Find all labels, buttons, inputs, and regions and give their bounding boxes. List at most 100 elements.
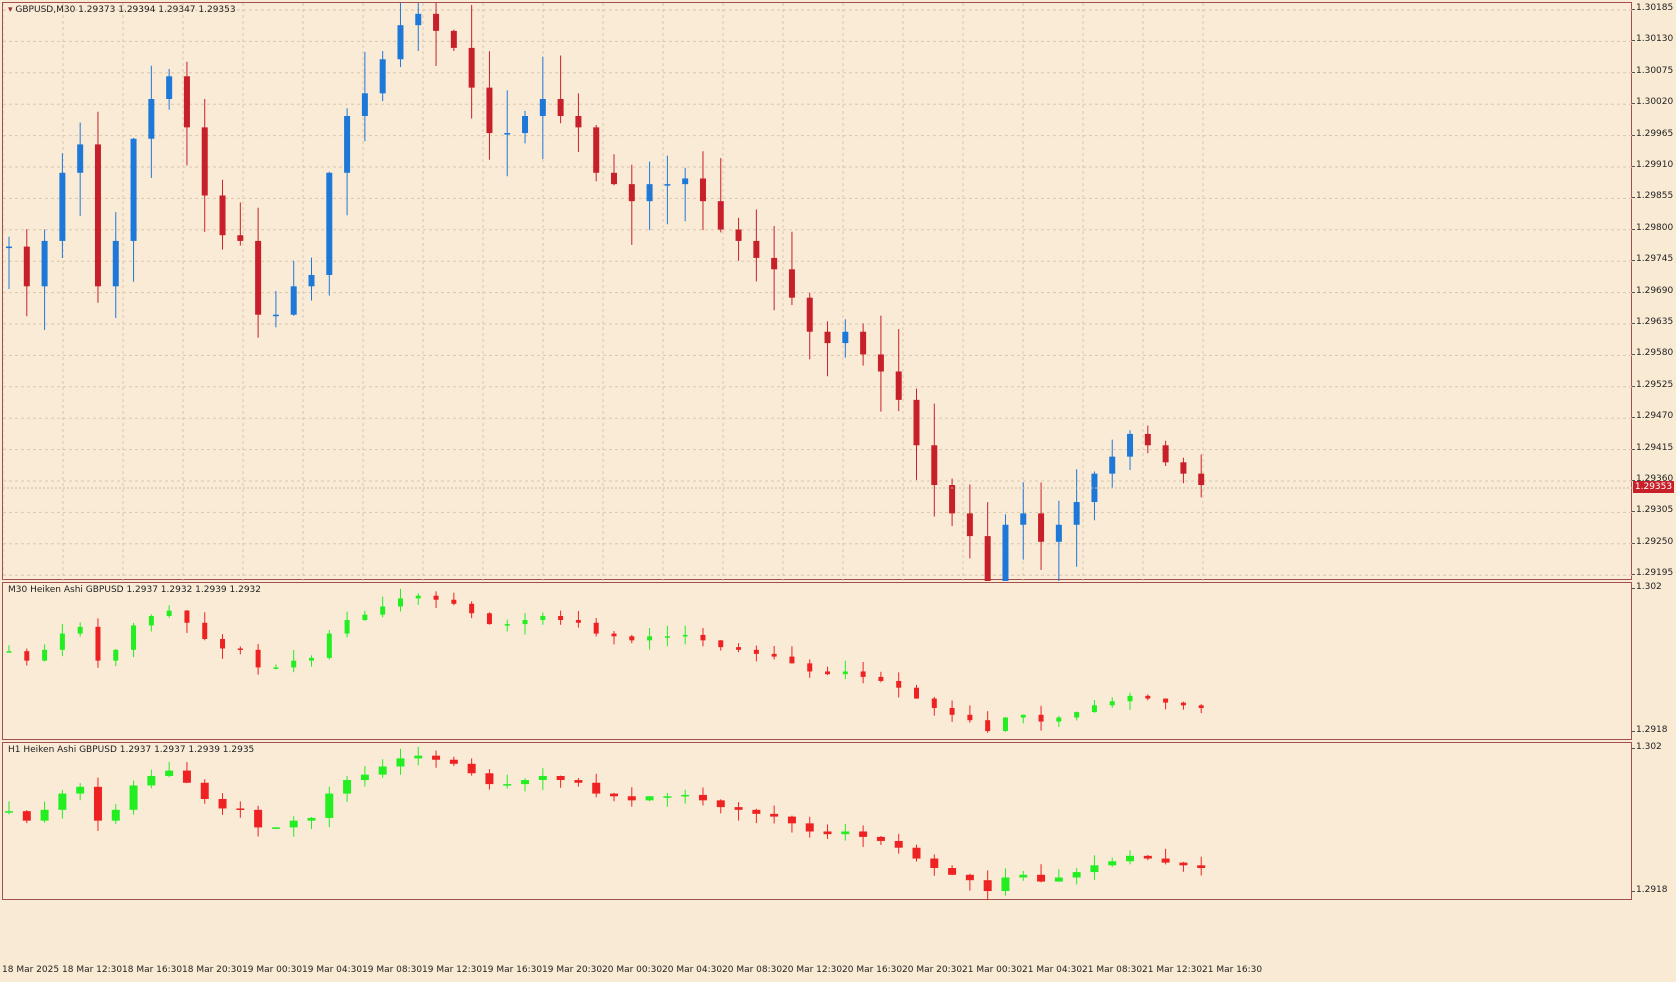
candle	[5, 801, 13, 815]
price-tick: 1.29965	[1631, 128, 1674, 139]
candle	[949, 478, 956, 527]
candle	[984, 502, 991, 581]
candle	[77, 622, 83, 637]
candle	[965, 873, 974, 891]
time-label: 19 Mar 20:30	[542, 965, 603, 975]
candle	[539, 56, 546, 160]
time-label: 19 Mar 00:30	[242, 965, 303, 975]
candle	[218, 793, 227, 815]
m30-ha-title: M30 Heiken Ashi GBPUSD 1.2937 1.2932 1.2…	[8, 585, 262, 595]
candle	[255, 207, 262, 338]
candle	[360, 766, 369, 787]
m30-ha-svg	[6, 588, 1204, 733]
candle	[166, 605, 172, 618]
m30-heiken-ashi-pane[interactable]: M30 Heiken Ashi GBPUSD 1.2937 1.2932 1.2…	[2, 582, 1632, 740]
candle	[574, 778, 583, 787]
candle	[896, 672, 902, 698]
main-price-scale[interactable]: 1.30185 1.30130 1.30075 1.30020 1.29965 1.299…	[1631, 2, 1676, 580]
candle	[1127, 692, 1133, 710]
candle	[540, 612, 546, 625]
candle	[147, 769, 156, 789]
h1-top-tick: 1.302	[1632, 742, 1662, 752]
candle	[1020, 482, 1027, 560]
price-tick: 1.29745	[1631, 254, 1674, 265]
candle	[1198, 704, 1204, 714]
candle	[433, 3, 440, 67]
candle	[254, 805, 263, 837]
candle	[450, 29, 457, 51]
h1-heiken-ashi-pane[interactable]: H1 Heiken Ashi GBPUSD 1.2937 1.2937 1.29…	[2, 742, 1632, 901]
candle	[912, 844, 921, 862]
candle	[255, 643, 261, 675]
candle	[967, 705, 973, 723]
candle	[700, 627, 706, 647]
candle	[1074, 711, 1080, 721]
candle	[290, 260, 297, 316]
candle	[6, 645, 12, 653]
candle	[378, 759, 387, 778]
candle	[112, 212, 119, 319]
candle	[380, 596, 386, 618]
candle	[237, 646, 243, 655]
candle	[876, 835, 885, 845]
time-label: 21 Mar 08:30	[1082, 965, 1143, 975]
candle	[734, 802, 743, 821]
candle	[1073, 469, 1080, 567]
candle	[307, 817, 316, 830]
time-axis[interactable]: 18 Mar 2025 18 Mar 12:30 18 Mar 16:30 18 Ma…	[0, 962, 1676, 982]
price-tick: 1.29360	[1631, 474, 1674, 484]
candle	[913, 388, 920, 480]
main-chart-title: ▾ GBPUSD,M30 1.29373 1.29394 1.29347 1.2…	[8, 5, 236, 15]
time-label: 20 Mar 20:30	[902, 965, 963, 975]
candle	[699, 151, 706, 231]
candle	[557, 55, 564, 124]
candle	[521, 778, 530, 792]
candle	[449, 756, 458, 767]
h1-price-scale[interactable]: 1.302 1.2918	[1632, 742, 1676, 900]
candle	[414, 746, 423, 766]
m30-price-scale[interactable]: 1.302 1.2918	[1632, 582, 1676, 740]
candle	[23, 229, 30, 317]
candle	[735, 217, 742, 261]
candle	[894, 833, 903, 854]
time-label: 19 Mar 04:30	[302, 965, 363, 975]
price-tick: 1.30075	[1631, 65, 1674, 76]
candle	[131, 622, 137, 658]
candle	[1126, 850, 1135, 865]
price-tick: 1.29525	[1631, 379, 1674, 390]
collapse-triangle-icon[interactable]: ▾	[8, 5, 13, 15]
candle	[220, 634, 226, 659]
candle	[770, 805, 779, 824]
candle	[469, 601, 475, 619]
candle	[558, 610, 564, 625]
candle	[432, 750, 441, 768]
time-label: 21 Mar 12:30	[1142, 965, 1203, 975]
time-label: 20 Mar 00:30	[602, 965, 663, 975]
candle	[1143, 854, 1152, 861]
m30-top-tick: 1.302	[1632, 582, 1662, 592]
candle	[860, 662, 866, 684]
time-label: 21 Mar 00:30	[962, 965, 1023, 975]
candle	[752, 808, 761, 824]
candle	[24, 648, 30, 666]
candle	[77, 122, 84, 216]
candle	[698, 787, 707, 806]
candle	[343, 775, 352, 802]
candle	[771, 645, 777, 660]
candle	[326, 629, 332, 660]
candle	[807, 659, 813, 678]
m30-bottom-tick: 1.2918	[1632, 725, 1668, 735]
candle	[681, 789, 690, 804]
candle	[111, 804, 120, 824]
candle	[236, 801, 245, 818]
main-chart-pane[interactable]: ▾ GBPUSD,M30 1.29373 1.29394 1.29347 1.2…	[2, 2, 1633, 581]
candle	[1179, 861, 1188, 872]
candle	[1002, 514, 1009, 581]
candle	[629, 634, 635, 644]
candle	[718, 640, 724, 651]
candle	[646, 161, 653, 231]
candle	[1038, 482, 1045, 570]
time-label: 19 Mar 16:30	[482, 965, 543, 975]
candle	[486, 51, 493, 160]
candle	[966, 484, 973, 559]
